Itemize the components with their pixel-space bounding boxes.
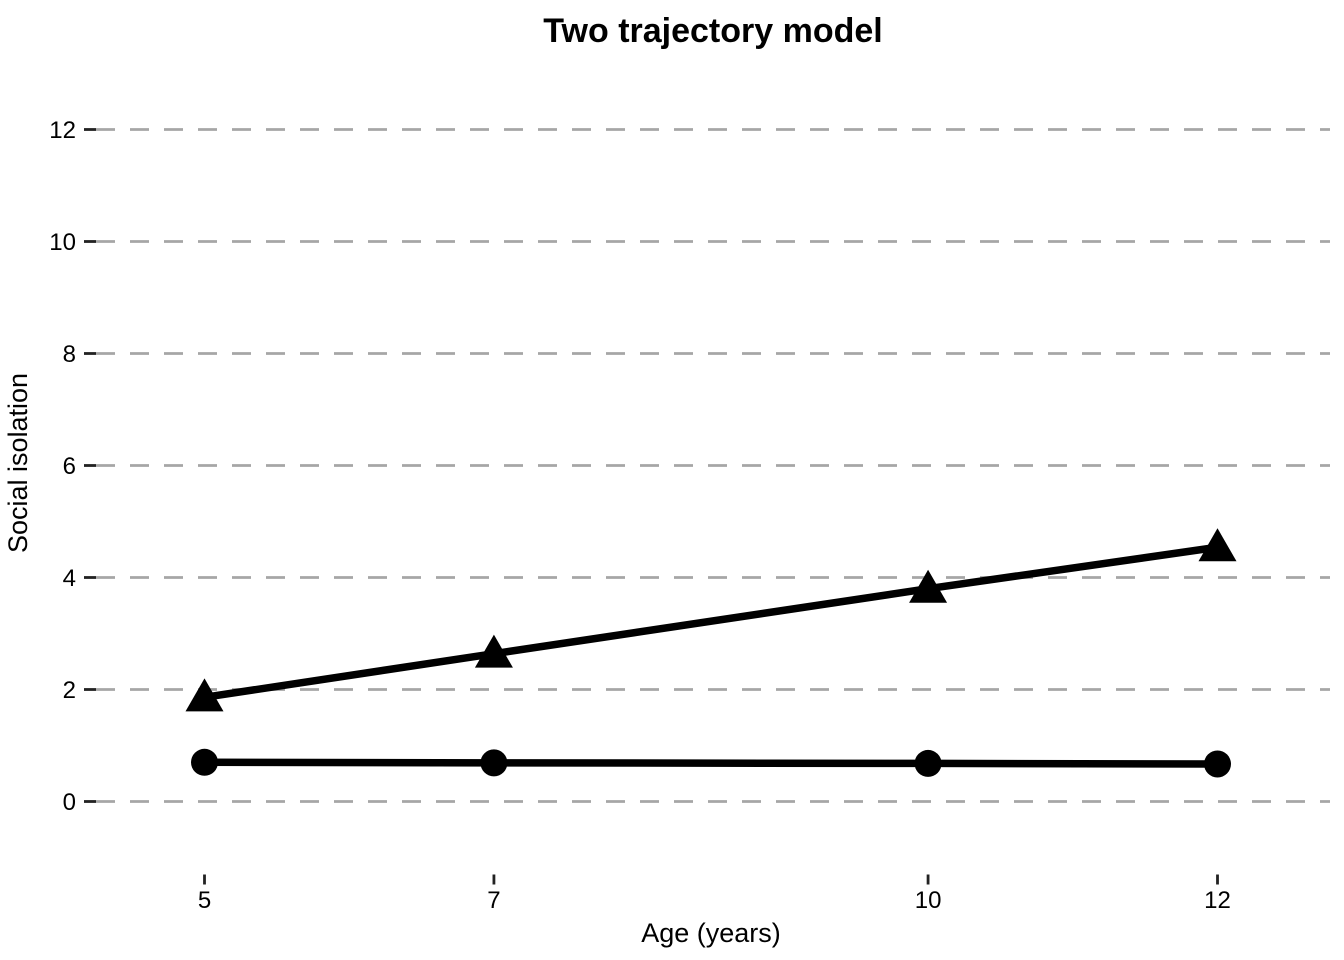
data-point-circle bbox=[480, 749, 508, 777]
x-axis-ticks bbox=[203, 874, 1219, 885]
y-axis-tick-labels: 0 2 4 6 8 10 12 bbox=[49, 117, 76, 816]
y-tick-label: 6 bbox=[63, 453, 76, 480]
x-axis-label: Age (years) bbox=[641, 918, 781, 948]
chart-title: Two trajectory model bbox=[543, 12, 882, 50]
y-tick-label: 4 bbox=[63, 565, 76, 592]
x-axis-tick-labels: 5 7 10 12 bbox=[198, 887, 1231, 914]
gridlines bbox=[96, 128, 1330, 803]
data-series-lines bbox=[203, 543, 1219, 768]
y-tick-label: 0 bbox=[63, 789, 76, 816]
y-tick-label: 10 bbox=[49, 229, 76, 256]
x-tick-label: 10 bbox=[915, 887, 942, 914]
data-point-circle bbox=[191, 748, 218, 776]
data-point-circle bbox=[1204, 750, 1231, 778]
x-tick-label: 5 bbox=[198, 887, 211, 914]
data-point-triangle bbox=[1198, 528, 1237, 562]
x-tick-label: 7 bbox=[487, 887, 500, 914]
y-tick-label: 2 bbox=[63, 677, 76, 704]
data-point-triangle bbox=[474, 634, 513, 668]
x-tick-label: 12 bbox=[1204, 887, 1231, 914]
y-tick-label: 8 bbox=[63, 341, 76, 368]
data-point-circle bbox=[914, 749, 942, 777]
data-point-triangle bbox=[909, 569, 948, 603]
data-series-markers bbox=[185, 528, 1237, 778]
series-line-increasing-trajectory bbox=[203, 543, 1219, 702]
y-axis-label: Social isolation bbox=[3, 373, 33, 553]
y-tick-label: 12 bbox=[49, 117, 76, 144]
data-point-triangle bbox=[185, 678, 224, 712]
y-axis-ticks bbox=[84, 128, 96, 803]
series-line-low-stable-trajectory bbox=[204, 758, 1218, 768]
